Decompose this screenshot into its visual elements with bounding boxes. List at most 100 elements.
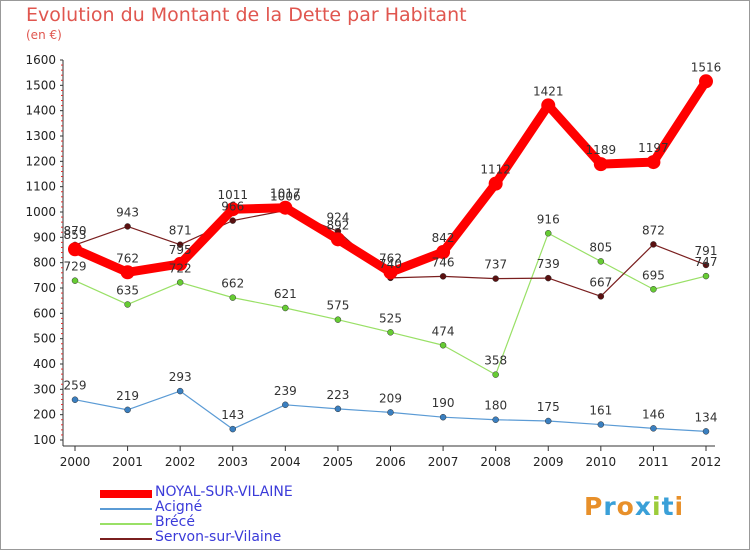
- x-tick-label: 2008: [480, 455, 511, 469]
- series-point-0: [488, 176, 503, 191]
- series-point-0: [68, 242, 82, 257]
- series-point-1: [334, 405, 342, 413]
- data-label-2: 635: [116, 283, 139, 297]
- series-point-3: [492, 275, 499, 282]
- data-label-0: 1017: [270, 187, 301, 201]
- y-tick-label: 1400: [25, 104, 56, 118]
- data-label-2: 916: [537, 212, 560, 226]
- data-label-0: 795: [169, 243, 192, 257]
- x-tick-label: 2004: [270, 455, 301, 469]
- series-point-2: [387, 329, 394, 336]
- series-point-2: [545, 230, 552, 237]
- y-tick-label: 1100: [25, 180, 56, 194]
- data-label-1: 219: [116, 389, 139, 403]
- data-label-2: 474: [432, 324, 455, 338]
- data-label-3: 871: [169, 224, 192, 238]
- data-label-0: 762: [116, 251, 139, 265]
- data-label-0: 1516: [691, 60, 722, 74]
- series-point-3: [176, 241, 184, 248]
- data-label-1: 223: [326, 388, 349, 402]
- chart-title: Evolution du Montant de la Dette par Hab…: [26, 4, 467, 26]
- y-tick-label: 1300: [25, 129, 56, 143]
- series-point-0: [436, 245, 451, 260]
- series-point-0: [383, 265, 398, 280]
- data-label-3: 740: [379, 257, 402, 271]
- series-point-1: [597, 421, 605, 428]
- data-label-1: 293: [169, 370, 192, 384]
- series-point-3: [545, 274, 552, 282]
- series-point-1: [439, 413, 447, 421]
- data-label-3: 746: [432, 255, 455, 269]
- data-label-3: 924: [326, 210, 349, 224]
- proxiti-logo: Proxiti: [584, 492, 685, 521]
- data-label-3: 966: [221, 200, 244, 214]
- series-point-0: [699, 74, 713, 89]
- legend-label: Acigné: [155, 499, 203, 515]
- legend-swatch: [100, 538, 152, 540]
- x-tick-label: 2005: [323, 455, 354, 469]
- data-label-1: 209: [379, 391, 402, 405]
- series-point-2: [124, 301, 131, 308]
- series-point-0: [593, 157, 608, 172]
- data-label-1: 146: [642, 407, 665, 421]
- legend-label: NOYAL-SUR-VILAINE: [155, 484, 293, 500]
- data-label-3: 791: [695, 244, 718, 258]
- x-tick-label: 2012: [691, 455, 722, 469]
- y-tick-label: 400: [33, 357, 56, 371]
- series-point-1: [176, 387, 184, 395]
- series-point-2: [597, 258, 605, 265]
- data-label-1: 239: [274, 384, 297, 398]
- series-point-2: [439, 342, 447, 349]
- x-tick-label: 2002: [165, 455, 196, 469]
- data-label-3: 1006: [270, 189, 301, 203]
- data-label-2: 525: [379, 311, 402, 325]
- data-label-3: 737: [484, 258, 507, 272]
- x-tick-label: 2009: [533, 455, 564, 469]
- data-label-0: 1112: [480, 163, 511, 177]
- series-point-0: [646, 155, 661, 170]
- x-tick-label: 2010: [586, 455, 617, 469]
- series-point-2: [334, 316, 342, 323]
- data-label-2: 722: [169, 261, 192, 275]
- x-tick-label: 2000: [60, 455, 91, 469]
- series-point-2: [176, 279, 184, 286]
- y-tick-label: 800: [33, 256, 56, 270]
- data-label-0: 1197: [638, 141, 669, 155]
- y-tick-label: 1600: [25, 53, 56, 67]
- data-label-1: 180: [484, 399, 507, 413]
- series-point-1: [282, 401, 289, 409]
- series-point-1: [387, 409, 394, 416]
- series-point-3: [124, 223, 131, 230]
- y-tick-label: 700: [33, 281, 56, 295]
- legend-swatch: [100, 490, 152, 498]
- x-tick-label: 2006: [375, 455, 406, 469]
- chart-subtitle: (en €): [26, 28, 62, 42]
- data-label-3: 943: [116, 205, 139, 219]
- y-tick-label: 100: [33, 433, 56, 447]
- legend-label: Servon-sur-Vilaine: [155, 529, 282, 545]
- data-label-3: 739: [537, 257, 560, 271]
- data-label-0: 1011: [217, 188, 248, 202]
- series-point-1: [545, 417, 552, 425]
- series-point-3: [439, 273, 447, 280]
- data-label-2: 621: [274, 287, 297, 301]
- series-point-3: [597, 293, 605, 300]
- data-label-1: 259: [64, 379, 87, 393]
- series-point-1: [124, 406, 131, 414]
- y-tick-label: 900: [33, 230, 56, 244]
- y-tick-label: 1200: [25, 154, 56, 168]
- y-tick-label: 1000: [25, 205, 56, 219]
- series-point-0: [330, 232, 345, 247]
- series-point-2: [492, 371, 499, 378]
- series-point-3: [702, 261, 710, 269]
- series-point-2: [282, 304, 289, 312]
- data-label-2: 805: [589, 240, 612, 254]
- series-point-0: [541, 98, 556, 113]
- series-point-3: [650, 241, 657, 248]
- series-point-3: [229, 217, 236, 224]
- data-label-0: 853: [64, 228, 87, 242]
- data-label-3: 667: [589, 275, 612, 289]
- legend-swatch: [100, 508, 152, 510]
- data-label-2: 729: [64, 260, 87, 274]
